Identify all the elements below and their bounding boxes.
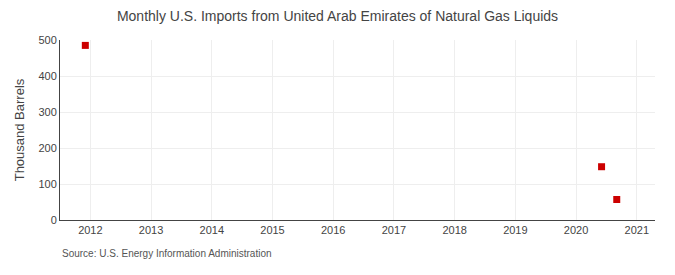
svg-text:2014: 2014 [200,224,224,236]
svg-text:0: 0 [51,214,57,226]
svg-text:300: 300 [38,106,56,118]
svg-text:2018: 2018 [442,224,466,236]
svg-text:100: 100 [38,178,56,190]
svg-text:500: 500 [38,34,56,46]
svg-text:Source: U.S. Energy Informatio: Source: U.S. Energy Information Administ… [62,248,272,259]
svg-text:2020: 2020 [564,224,588,236]
svg-text:2013: 2013 [139,224,163,236]
svg-text:2016: 2016 [321,224,345,236]
svg-text:2021: 2021 [625,224,649,236]
svg-text:2015: 2015 [260,224,284,236]
svg-text:200: 200 [38,142,56,154]
svg-text:400: 400 [38,70,56,82]
svg-text:Thousand Barrels: Thousand Barrels [12,78,27,181]
svg-text:Monthly U.S. Imports from Unit: Monthly U.S. Imports from United Arab Em… [117,8,558,24]
svg-text:2019: 2019 [503,224,527,236]
svg-text:2017: 2017 [382,224,406,236]
svg-text:2012: 2012 [78,224,102,236]
